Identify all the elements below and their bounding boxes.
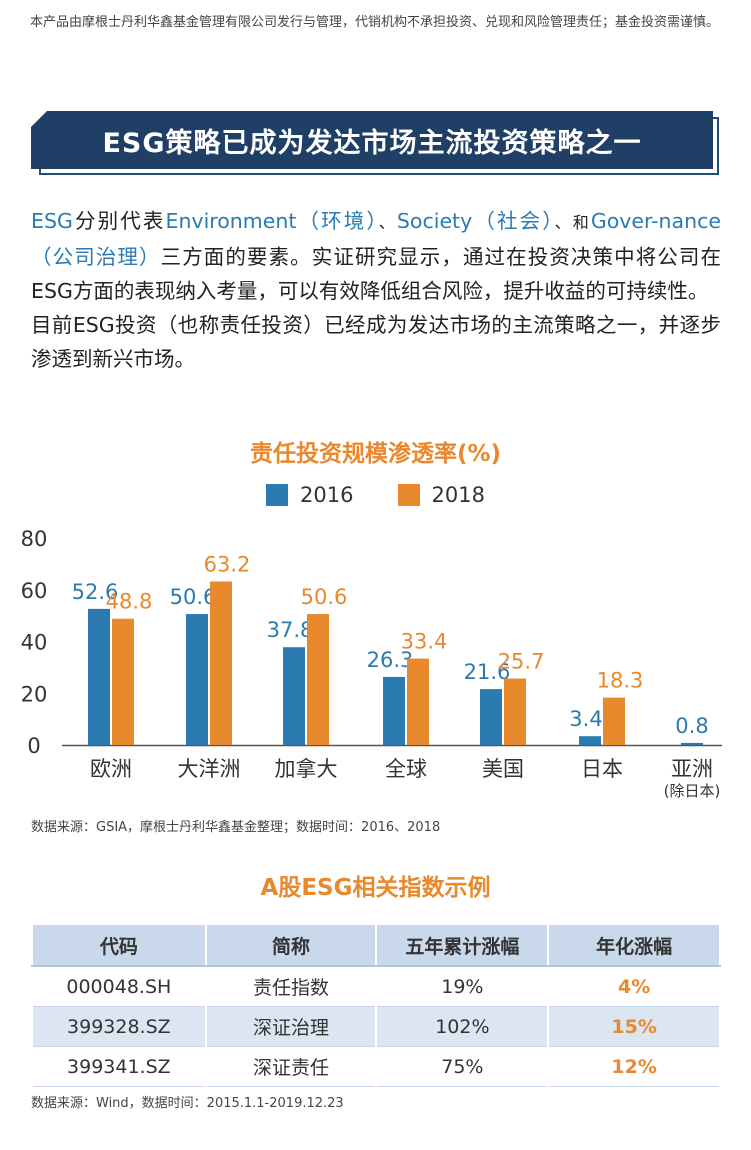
x-category-label: 美国: [482, 757, 524, 781]
data-label-2018: 63.2: [204, 552, 251, 576]
data-label-2018: 50.6: [301, 585, 348, 609]
cell-five-year: 102%: [375, 1006, 550, 1047]
cell-five-year: 19%: [375, 966, 550, 1007]
bar-chart: 0 20 40 60 80 52.648.8 欧洲 50.6 63.2 大洋洲 37.8 50.6 加拿…: [21, 527, 722, 800]
y-tick-label: 40: [21, 631, 48, 655]
data-label-2016: 37.8: [267, 618, 314, 642]
bar-2016: [283, 647, 305, 745]
header-annualized: 年化涨幅: [547, 923, 721, 967]
intro-represent: 分别代表: [72, 209, 166, 233]
legend-label-2018: 2018: [431, 483, 485, 507]
header-five-year: 五年累计涨幅: [375, 923, 550, 967]
table-source: 数据来源：Wind，数据时间：2015.1.1-2019.12.23: [31, 1096, 344, 1111]
table-row: 399328.SZ 深证治理 102% 15%: [31, 1006, 721, 1047]
intro-paragraph: ESG分别代表Environment（环境）、Society（社会）、和Gove…: [31, 204, 721, 376]
bar-2018: [112, 618, 134, 745]
data-label-2016: 3.4: [569, 707, 602, 731]
x-category-label: 亚洲: [671, 757, 713, 781]
cell-code: 399328.SZ: [31, 1006, 207, 1047]
bar-2018: [504, 678, 526, 745]
table-row: 000048.SH 责任指数 19% 4%: [31, 966, 721, 1007]
data-label-2018: 48.8: [106, 590, 153, 614]
bar-2016: [186, 614, 208, 745]
index-table: 代码 简称 五年累计涨幅 年化涨幅 000048.SH 责任指数 19% 4% …: [31, 923, 721, 1087]
intro-society: Society（社会）: [396, 209, 555, 233]
cell-code: 000048.SH: [31, 966, 207, 1007]
bar-2018: [407, 658, 429, 745]
legend-label-2016: 2016: [300, 483, 354, 507]
x-category-label: 大洋洲: [178, 757, 241, 781]
x-category-label: 欧洲: [90, 757, 132, 781]
intro-esg: ESG: [31, 209, 73, 233]
y-tick-label: 0: [27, 734, 40, 758]
data-label-2018: 33.4: [401, 630, 448, 654]
bar-2018: [210, 581, 232, 745]
table-title: A股ESG相关指数示例: [260, 875, 491, 901]
legend-item-2016: 2016: [266, 483, 354, 507]
table-header-row: 代码 简称 五年累计涨幅 年化涨幅: [31, 923, 721, 967]
intro-second-paragraph: 目前ESG投资（也称责任投资）已经成为发达市场的主流策略之一，并逐步渗透到新兴市…: [31, 313, 721, 371]
header-name: 简称: [204, 923, 378, 967]
disclaimer-text: 本产品由摩根士丹利华鑫基金管理有限公司发行与管理，代销机构不承担投资、兑现和风险…: [30, 15, 720, 30]
cell-name: 深证责任: [204, 1046, 378, 1087]
table-row: 399341.SZ 深证责任 75% 12%: [31, 1046, 721, 1087]
chart-source: 数据来源：GSIA，摩根士丹利华鑫基金整理；数据时间：2016、2018: [31, 820, 441, 835]
bar-2016: [480, 689, 502, 745]
data-label-2016: 52.6: [72, 580, 119, 604]
banner-title: ESG策略已成为发达市场主流投资策略之一: [31, 111, 713, 169]
header-code: 代码: [31, 923, 207, 967]
intro-rest: 三方面的要素。实证研究显示，通过在投资决策中将公司在ESG方面的表现纳入考量，可…: [31, 245, 722, 303]
intro-sep1: 、: [378, 213, 397, 232]
banner-corner-fold: [31, 111, 47, 127]
legend-swatch-2016: [266, 484, 289, 506]
bar-2016: [681, 742, 703, 745]
bar-2016: [383, 676, 405, 745]
bar-2018: [307, 614, 329, 745]
data-label-2018: 18.3: [597, 669, 644, 693]
legend-item-2018: 2018: [397, 483, 485, 507]
title-banner: ESG策略已成为发达市场主流投资策略之一: [31, 111, 721, 177]
chart-legend: 2016 2018: [0, 483, 751, 507]
legend-swatch-2018: [397, 484, 420, 506]
data-label-2016: 26.3: [367, 648, 414, 672]
cell-annualized: 4%: [547, 966, 721, 1007]
cell-five-year: 75%: [375, 1046, 550, 1087]
intro-sep2: 、和: [554, 213, 591, 232]
intro-environment: Environment（环境）: [165, 209, 379, 233]
data-label-2016: 50.6: [170, 585, 217, 609]
x-category-label: 日本: [581, 757, 623, 781]
cell-name: 责任指数: [204, 966, 378, 1007]
x-category-label: 加拿大: [275, 757, 338, 781]
data-label-2016: 0.8: [675, 714, 708, 738]
cell-annualized: 12%: [547, 1046, 721, 1087]
data-label-2018: 25.7: [498, 650, 545, 674]
cell-annualized: 15%: [547, 1006, 721, 1047]
bar-2016: [88, 608, 110, 745]
y-tick-label: 80: [21, 527, 48, 551]
y-tick-label: 20: [21, 682, 48, 706]
chart-title: 责任投资规模渗透率(%): [249, 441, 502, 467]
x-category-sublabel: (除日本): [664, 782, 721, 800]
y-tick-label: 60: [21, 579, 48, 603]
intro-governance: Gover-nance（公司治理）: [31, 209, 721, 269]
bar-2016: [579, 736, 601, 745]
bar-2018: [603, 697, 625, 745]
x-category-label: 全球: [385, 757, 427, 781]
data-label-2016: 21.6: [464, 660, 511, 684]
cell-code: 399341.SZ: [31, 1046, 207, 1087]
cell-name: 深证治理: [204, 1006, 378, 1047]
